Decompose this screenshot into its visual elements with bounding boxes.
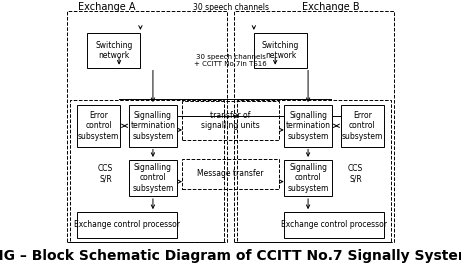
Text: Exchange B: Exchange B: [302, 2, 360, 12]
Bar: [237, 100, 390, 242]
Text: Signalling
control
subsystem: Signalling control subsystem: [132, 163, 174, 193]
Text: FIG – Block Schematic Diagram of CCITT No.7 Signally System: FIG – Block Schematic Diagram of CCITT N…: [0, 249, 461, 263]
Text: Exchange control processor: Exchange control processor: [281, 220, 387, 229]
Bar: [77, 105, 120, 147]
Text: Signalling
termination
subsystem: Signalling termination subsystem: [285, 111, 331, 141]
Text: Exchange control processor: Exchange control processor: [74, 220, 180, 229]
Text: Switching
network: Switching network: [95, 41, 132, 60]
Text: Exchange A: Exchange A: [78, 2, 136, 12]
Text: Error
control
subsystem: Error control subsystem: [342, 111, 383, 141]
Text: CCS
S/R: CCS S/R: [98, 164, 113, 183]
Bar: [182, 101, 279, 140]
Bar: [341, 105, 384, 147]
Bar: [234, 11, 394, 242]
Text: 30 speech channels
+ CCITT No.7in TS16: 30 speech channels + CCITT No.7in TS16: [194, 54, 267, 68]
Text: Message transfer: Message transfer: [197, 169, 264, 178]
Bar: [182, 159, 279, 189]
Text: 30 speech channels: 30 speech channels: [193, 3, 268, 12]
Bar: [71, 100, 224, 242]
Bar: [129, 105, 177, 147]
Text: Signalling
termination
subsystem: Signalling termination subsystem: [130, 111, 176, 141]
Text: transfer of
signalling units: transfer of signalling units: [201, 111, 260, 130]
Text: Error
control
subsystem: Error control subsystem: [78, 111, 119, 141]
Bar: [254, 33, 307, 68]
Bar: [129, 160, 177, 196]
Text: Signalling
control
subsystem: Signalling control subsystem: [287, 163, 329, 193]
Bar: [284, 212, 384, 238]
Bar: [284, 160, 332, 196]
Bar: [87, 33, 141, 68]
Bar: [67, 11, 227, 242]
Text: Switching
network: Switching network: [262, 41, 299, 60]
Bar: [284, 105, 332, 147]
Text: CCS
S/R: CCS S/R: [348, 164, 363, 183]
Bar: [77, 212, 177, 238]
